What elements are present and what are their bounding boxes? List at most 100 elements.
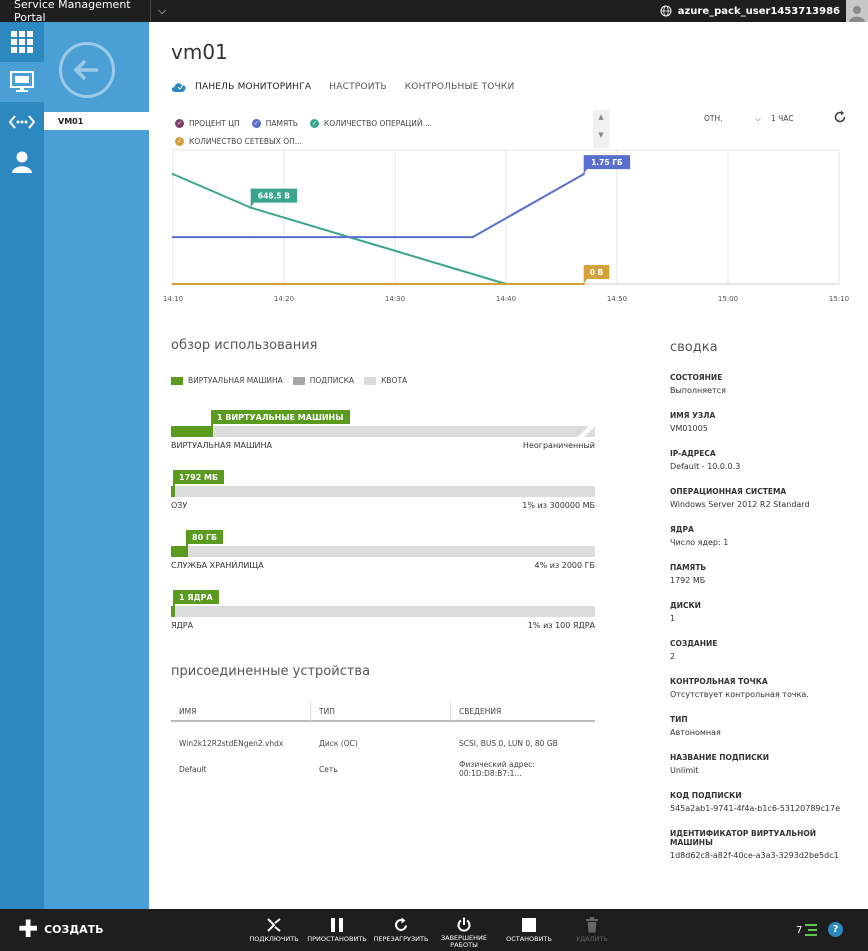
usage-track: [171, 606, 595, 617]
x-tick-label: 14:50: [607, 295, 627, 303]
table-row[interactable]: Win2k12R2stdENgen2.vhdx Диск (ОС) SCSI, …: [171, 730, 595, 756]
sub-nav-item-vm01[interactable]: VM01: [44, 112, 149, 130]
create-label: СОЗДАТЬ: [44, 922, 104, 936]
usage-legend: ВИРТУАЛЬНАЯ МАШИНА ПОДПИСКА КВОТА: [171, 376, 417, 385]
x-tick-label: 14:40: [496, 295, 516, 303]
chevron-down-icon[interactable]: ⌵: [835, 114, 841, 123]
usage-flag: 1 ЯДРА: [173, 590, 219, 604]
globe-icon[interactable]: [660, 5, 672, 17]
page-title: vm01: [171, 40, 228, 64]
summary-value: Число ядер: 1: [670, 538, 729, 547]
data-point: [471, 235, 474, 239]
delete-button[interactable]: УДАЛИТЬ: [562, 915, 622, 943]
left-nav: [0, 22, 44, 909]
table-header: ИМЯ ТИП СВЕДЕНИЯ: [171, 701, 595, 722]
usage-flag-pole: [186, 530, 188, 557]
usage-label: ВИРТУАЛЬНАЯ МАШИНА: [171, 441, 273, 450]
column-header-details[interactable]: СВЕДЕНИЯ: [459, 706, 502, 716]
tab-configure[interactable]: НАСТРОИТЬ: [329, 82, 387, 92]
user-icon[interactable]: [0, 142, 44, 182]
shutdown-button[interactable]: ЗАВЕРШЕНИЕ РАБОТЫ: [434, 915, 494, 949]
chart-svg: 14:10 14:20 14:30 14:40 14:50 15:00 15:10 648.5…: [163, 149, 849, 303]
usage-value: 4% из 2000 ГБ: [534, 561, 596, 570]
chevron-down-icon[interactable]: ⌵: [157, 4, 167, 17]
scroll-down-icon[interactable]: ▼: [598, 131, 604, 139]
legend-memory[interactable]: ✓ ПАМЯТЬ: [251, 118, 298, 128]
summary-value: Default - 10.0.0.3: [670, 462, 741, 471]
virtual-machine-icon[interactable]: [0, 62, 44, 102]
action-label: ПЕРЕЗАГРУЗИТЬ: [373, 935, 429, 943]
all-items-icon[interactable]: [0, 22, 44, 62]
summary-value: 1: [670, 614, 676, 623]
cell-name: Win2k12R2stdENgen2.vhdx: [179, 738, 284, 748]
usage-fill: [171, 486, 175, 497]
action-label: УДАЛИТЬ: [576, 935, 608, 943]
summary-key: ПАМЯТЬ: [670, 563, 707, 572]
scroll-up-icon[interactable]: ▲: [598, 113, 604, 121]
legend-label: КОЛИЧЕСТВО ОПЕРАЦИЙ ...: [323, 118, 433, 128]
activity-icon: [805, 924, 818, 936]
x-tick-label: 14:10: [163, 295, 183, 303]
data-point: [171, 172, 175, 176]
sub-nav: VM01: [44, 22, 149, 909]
create-button[interactable]: ✚ СОЗДАТЬ: [18, 917, 104, 941]
tab-checkpoints[interactable]: КОНТРОЛЬНЫЕ ТОЧКИ: [404, 82, 515, 92]
help-icon[interactable]: ?: [828, 922, 843, 937]
usage-heading: обзор использования: [171, 338, 318, 353]
data-label: 1.75 ГБ: [583, 155, 631, 175]
data-point: [171, 235, 175, 239]
cloud-icon: [171, 81, 187, 93]
summary-key: ТИП: [670, 715, 688, 724]
back-button[interactable]: [59, 42, 115, 98]
summary-key: ОПЕРАЦИОННАЯ СИСТЕМА: [670, 487, 787, 496]
cell-details: Физический адрес: 00:1D:D8:B7:1...: [459, 760, 535, 778]
svg-text:0 В: 0 В: [590, 268, 604, 277]
summary-value: Отсутствует контрольная точка.: [670, 690, 809, 699]
summary-key: ЯДРА: [670, 525, 694, 534]
network-icon[interactable]: [0, 102, 44, 142]
devices-heading: присоединенные устройства: [171, 664, 371, 679]
user-name[interactable]: azure_pack_user1453713986: [677, 5, 840, 17]
legend-disk-ops[interactable]: ✓ КОЛИЧЕСТВО ОПЕРАЦИЙ ...: [309, 118, 433, 128]
legend-network-ops[interactable]: ✓ КОЛИЧЕСТВО СЕТЕВЫХ ОП...: [175, 136, 302, 146]
usage-flag-pole: [211, 410, 213, 437]
stop-icon: [499, 915, 559, 935]
column-header-name[interactable]: ИМЯ: [171, 701, 311, 721]
avatar[interactable]: [846, 0, 868, 22]
summary-key: ИДЕНТИФИКАТОР ВИРТУАЛЬНОЙ МАШИНЫ: [670, 829, 817, 847]
legend-label: ПРОЦЕНТ ЦП: [189, 118, 240, 128]
notification-count[interactable]: 7: [796, 924, 818, 936]
chevron-down-icon[interactable]: ⌵: [755, 114, 761, 123]
usage-flag: 1 ВИРТУАЛЬНЫЕ МАШИНЫ: [211, 410, 350, 424]
x-tick-label: 15:00: [718, 295, 738, 303]
x-tick-label: 14:30: [385, 295, 405, 303]
column-header-type[interactable]: ТИП: [311, 701, 451, 721]
summary-value: 2: [670, 652, 676, 661]
legend-scrollbar[interactable]: ▲ ▼: [593, 110, 609, 148]
mode-select[interactable]: ОТН.: [704, 114, 723, 123]
usage-value: Неограниченный: [522, 441, 595, 450]
cell-details: SCSI, BUS 0, LUN 0, 80 GB: [459, 738, 558, 748]
pause-button[interactable]: ПРИОСТАНОВИТЬ: [307, 915, 367, 943]
count-value: 7: [796, 924, 803, 936]
cell-type: Диск (ОС): [319, 738, 358, 748]
connect-button[interactable]: ПОДКЛЮЧИТЬ: [244, 915, 304, 943]
refresh-icon[interactable]: [833, 110, 847, 126]
table-row[interactable]: Default Сеть Физический адрес: 00:1D:D8:…: [171, 756, 595, 782]
tab-dashboard[interactable]: ПАНЕЛЬ МОНИТОРИНГА: [195, 82, 312, 92]
range-select[interactable]: 1 ЧАС: [771, 114, 794, 123]
command-bar: ✚ СОЗДАТЬ ПОДКЛЮЧИТЬ ПРИОСТАНОВИТЬ ПЕРЕЗ…: [0, 909, 868, 951]
usage-legend-vm: ВИРТУАЛЬНАЯ МАШИНА: [171, 376, 283, 385]
stop-button[interactable]: ОСТАНОВИТЬ: [499, 915, 559, 943]
summary-panel: сводка СОСТОЯНИЕ Выполняется ИМЯ УЗЛА VM010…: [670, 340, 860, 876]
usage-legend-quota: КВОТА: [364, 376, 407, 385]
restart-button[interactable]: ПЕРЕЗАГРУЗИТЬ: [371, 915, 431, 943]
data-point: [171, 282, 175, 286]
divider: [150, 0, 151, 22]
usage-track: [171, 546, 595, 557]
legend-cpu[interactable]: ✓ ПРОЦЕНТ ЦП: [175, 118, 240, 128]
usage-flag: 1792 МБ: [173, 470, 225, 484]
portal-brand[interactable]: Service Management Portal: [14, 0, 131, 24]
action-label: ОСТАНОВИТЬ: [506, 935, 552, 943]
summary-value: 1792 МБ: [670, 576, 706, 585]
